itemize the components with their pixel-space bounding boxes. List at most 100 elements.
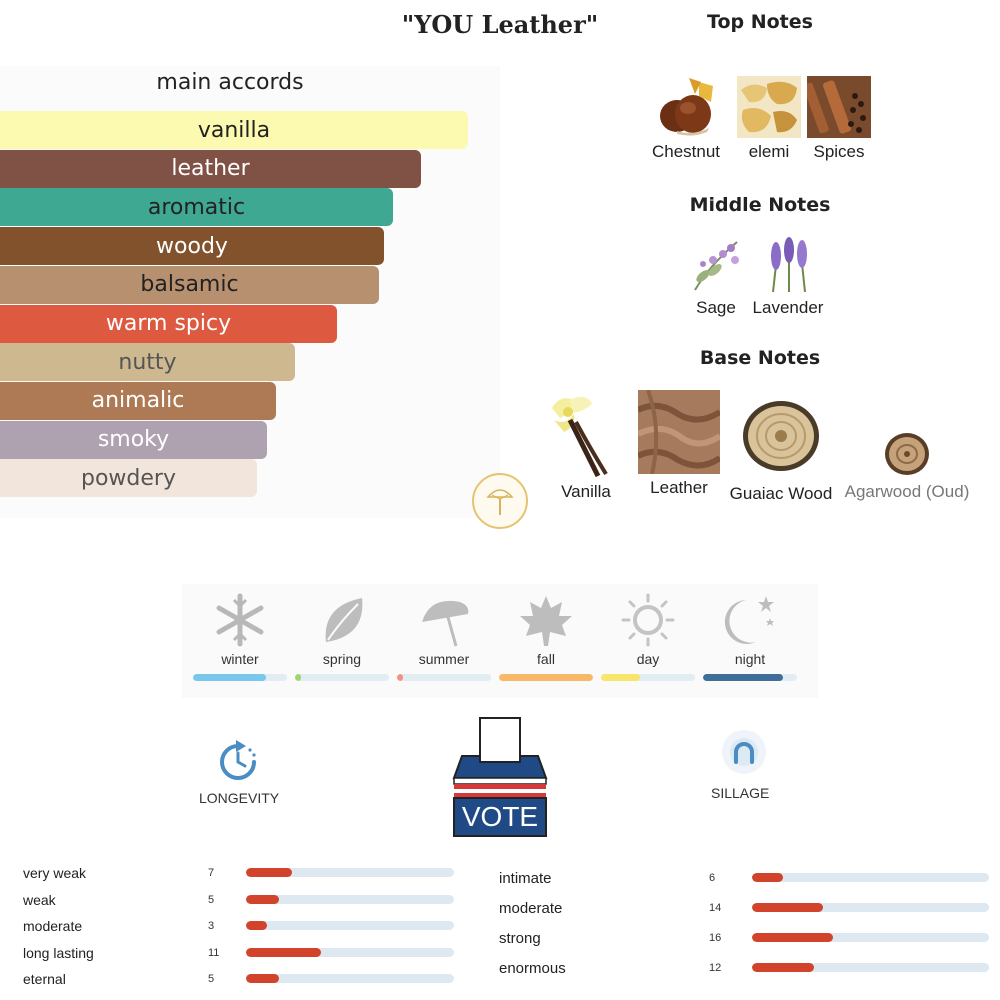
note-spices[interactable]: Spices [796, 76, 882, 162]
season-track-day [601, 674, 695, 681]
season-spring[interactable]: spring [295, 592, 389, 667]
season-fill-spring [295, 674, 301, 681]
longevity-row-track[interactable] [246, 974, 454, 983]
vote-label: VOTE [462, 801, 538, 832]
season-label: winter [221, 651, 259, 667]
accord-bar-vanilla: vanilla [0, 111, 468, 149]
season-track-spring [295, 674, 389, 681]
ballot-box-icon: VOTE [452, 717, 548, 837]
sillage-row-track[interactable] [752, 933, 989, 942]
note-label: Chestnut [651, 142, 721, 161]
brand-logo [472, 473, 528, 529]
longevity-row-count: 11 [208, 946, 220, 959]
note-vanilla[interactable]: Vanilla [538, 390, 634, 502]
accord-bar-leather: leather [0, 149, 421, 188]
season-track-winter [193, 674, 287, 681]
note-leather[interactable]: Leather [634, 390, 724, 498]
sillage-row-fill [752, 873, 783, 882]
longevity-row-fill [246, 894, 280, 904]
note-chestnut[interactable]: Chestnut [636, 76, 736, 162]
note-label: Guaiac Wood [729, 484, 833, 503]
sillage-row-fill [752, 963, 814, 972]
sillage-row-label[interactable]: moderate [499, 900, 563, 917]
accord-bar-aromatic: aromatic [0, 188, 393, 227]
note-label: Sage [696, 298, 736, 317]
base-notes-heading: Base Notes [699, 347, 821, 369]
longevity-row-fill [246, 947, 321, 957]
sillage-row-label[interactable]: enormous [499, 960, 566, 977]
perfume-title: "YOU Leather" [401, 10, 599, 39]
leather-icon [638, 390, 720, 474]
spices-icon [807, 76, 871, 138]
sillage-row-count: 12 [709, 962, 722, 974]
accord-bar-animalic: animalic [0, 381, 276, 420]
season-track-summer [397, 674, 491, 681]
sillage-row-count: 14 [709, 902, 722, 914]
vote-button[interactable]: VOTE [450, 716, 550, 838]
season-track-fall [499, 674, 593, 681]
note-agarwood[interactable]: Agarwood (Oud) [838, 432, 976, 502]
longevity-row-track[interactable] [246, 921, 454, 930]
longevity-row-track[interactable] [246, 947, 454, 957]
sillage-label: SILLAGE [711, 785, 770, 801]
sillage-row-count: 6 [709, 872, 716, 884]
season-fall[interactable]: fall [499, 592, 593, 667]
note-guaiac-wood[interactable]: Guaiac Wood [724, 398, 838, 504]
season-label: day [636, 651, 660, 667]
longevity-row-label[interactable]: weak [23, 891, 56, 908]
longevity-row-track[interactable] [246, 894, 454, 904]
sillage-row-track[interactable] [752, 903, 989, 912]
season-label: spring [322, 651, 362, 667]
note-label: Leather [650, 478, 708, 497]
season-fill-fall [499, 674, 593, 681]
longevity-row-label[interactable]: moderate [23, 918, 83, 934]
sillage-row-track[interactable] [752, 873, 989, 882]
agarwood-icon [885, 433, 929, 475]
sillage-row-label[interactable]: intimate [499, 870, 552, 887]
season-fill-summer [397, 674, 403, 681]
note-label: Lavender [752, 298, 824, 317]
accord-bar-woody: woody [0, 227, 384, 266]
sillage-row-fill [752, 933, 833, 942]
longevity-row-label[interactable]: very weak [23, 865, 87, 881]
season-summer[interactable]: summer [397, 592, 491, 667]
elemi-resin-icon [737, 76, 801, 138]
season-fill-winter [193, 674, 267, 681]
maple-leaf-icon [520, 596, 572, 646]
accord-bar-smoky: smoky [0, 420, 267, 459]
season-fill-day [601, 674, 641, 681]
note-label: elemi [748, 142, 790, 161]
middle-notes-heading: Middle Notes [689, 194, 831, 216]
longevity-row-track[interactable] [246, 868, 454, 877]
longevity-row-fill [246, 974, 280, 983]
tree-icon [486, 489, 514, 515]
season-night[interactable]: night [703, 592, 797, 667]
vanilla-flower-icon [552, 396, 608, 478]
longevity-row-count: 5 [208, 973, 215, 985]
note-label: Spices [813, 142, 865, 161]
accord-bar-balsamic: balsamic [0, 265, 379, 304]
sillage-row-label[interactable]: strong [499, 930, 541, 947]
longevity-row-count: 7 [208, 867, 215, 879]
sillage-row-track[interactable] [752, 963, 989, 972]
longevity-label: LONGEVITY [199, 790, 280, 806]
sillage-row-fill [752, 903, 824, 912]
longevity-row-label[interactable]: long lasting [23, 944, 94, 961]
guaiac-wood-icon [743, 401, 819, 471]
longevity-row-count: 3 [208, 920, 215, 932]
sage-icon [694, 241, 739, 291]
season-day[interactable]: day [601, 592, 695, 667]
season-fill-night [703, 674, 783, 681]
clock-icon [220, 740, 256, 780]
moon-stars-icon [724, 596, 774, 644]
longevity-row-count: 5 [208, 893, 215, 906]
top-notes-heading: Top Notes [707, 11, 813, 33]
longevity-row-label[interactable]: eternal [23, 971, 66, 987]
season-label: fall [537, 651, 555, 667]
accord-bar-warm-spicy: warm spicy [0, 304, 337, 343]
season-winter[interactable]: winter [193, 592, 287, 667]
note-sage[interactable]: Sage [680, 236, 752, 318]
note-elemi[interactable]: elemi [722, 76, 816, 162]
note-lavender[interactable]: Lavender [748, 236, 828, 318]
season-track-night [703, 674, 797, 681]
